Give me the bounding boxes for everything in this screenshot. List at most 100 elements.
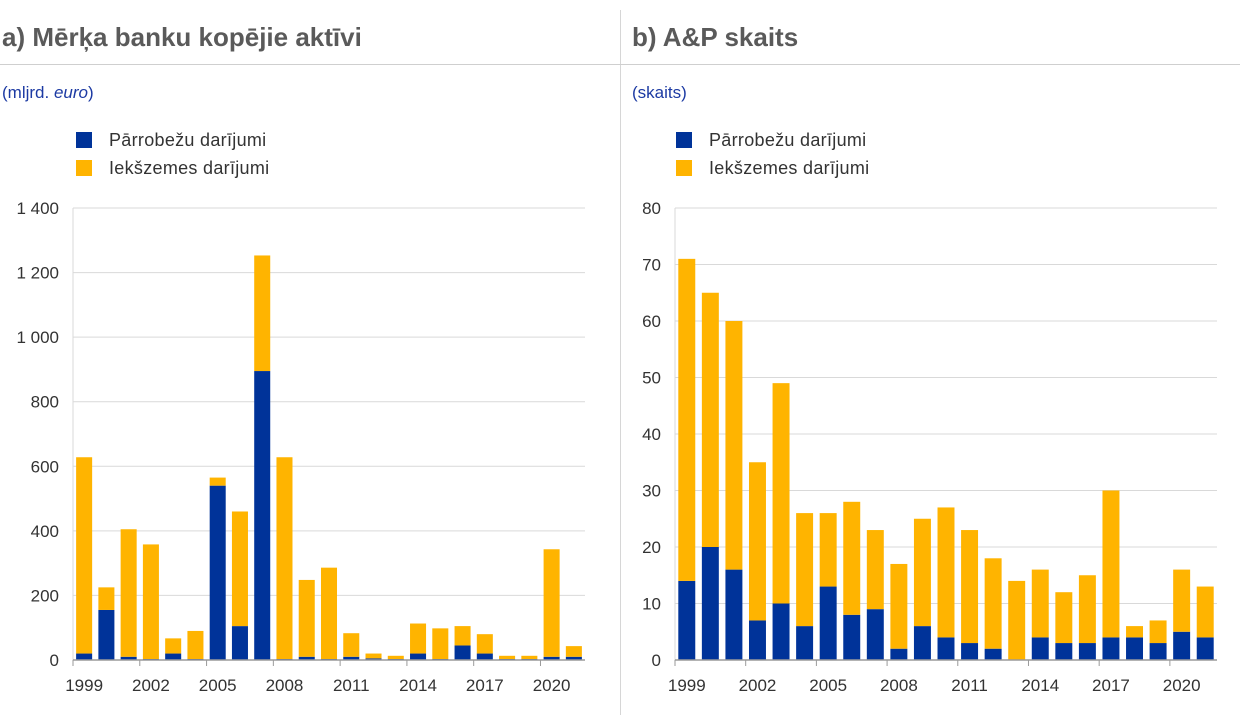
bar-domestic-2021 — [1196, 586, 1214, 638]
x-tick-label: 2014 — [1021, 676, 1059, 695]
panel-a: a) Mērķa banku kopējie aktīvi (mljrd. eu… — [0, 22, 620, 695]
bar-cross-border-2002 — [748, 620, 766, 660]
bar-domestic-2002 — [142, 544, 159, 660]
x-tick-label: 2017 — [1092, 676, 1130, 695]
bar-cross-border-2012 — [984, 648, 1002, 660]
legend-label: Pārrobežu darījumi — [709, 129, 867, 150]
unit-label: (mljrd. euro) — [2, 83, 94, 103]
unit-prefix: (mljrd. — [2, 83, 54, 102]
bar-domestic-2007 — [866, 530, 884, 610]
bar-cross-border-2009 — [913, 626, 931, 660]
y-tick-label: 1 200 — [16, 264, 59, 283]
bar-domestic-2017 — [476, 634, 493, 654]
bar-cross-border-2007 — [254, 371, 271, 660]
bar-domestic-2012 — [984, 558, 1002, 649]
bar-cross-border-2007 — [866, 609, 884, 660]
bar-domestic-2001 — [120, 529, 137, 657]
bar-domestic-2020 — [543, 549, 560, 657]
legend-item-domestic: Iekšzemes darījumi — [76, 154, 269, 182]
y-tick-label: 1 000 — [16, 328, 59, 347]
bar-domestic-2012 — [365, 653, 382, 659]
y-tick-label: 80 — [642, 199, 661, 218]
bar-domestic-2010 — [937, 507, 955, 638]
bar-domestic-2014 — [410, 623, 427, 654]
bar-domestic-2015 — [432, 628, 449, 660]
bar-domestic-1999 — [76, 457, 93, 654]
bar-domestic-2005 — [209, 477, 226, 486]
legend-item-cross-border: Pārrobežu darījumi — [676, 126, 869, 154]
bar-domestic-2011 — [961, 530, 979, 644]
bar-domestic-2019 — [1149, 620, 1167, 644]
legend-label: Iekšzemes darījumi — [709, 157, 870, 178]
bar-cross-border-2001 — [120, 656, 137, 660]
bar-domestic-2007 — [254, 255, 271, 372]
y-tick-label: 70 — [642, 256, 661, 275]
y-tick-label: 40 — [642, 425, 661, 444]
bar-cross-border-2014 — [1031, 637, 1049, 660]
bar-cross-border-2011 — [961, 643, 979, 660]
title-rule — [0, 64, 620, 65]
bar-cross-border-2006 — [843, 614, 861, 660]
x-tick-label: 2011 — [951, 676, 988, 695]
bar-domestic-2009 — [298, 579, 315, 657]
unit-suffix: ) — [87, 83, 94, 102]
y-tick-label: 600 — [31, 457, 59, 476]
legend-swatch-domestic — [76, 160, 92, 176]
y-tick-label: 0 — [50, 651, 59, 670]
y-tick-label: 50 — [642, 369, 661, 388]
bar-cross-border-2006 — [231, 626, 248, 660]
y-tick-label: 200 — [31, 586, 59, 605]
legend-swatch-domestic — [676, 160, 692, 176]
bar-cross-border-2010 — [937, 637, 955, 660]
panel-divider — [620, 10, 621, 715]
bar-domestic-2017 — [1102, 490, 1120, 638]
x-tick-label: 2011 — [333, 676, 370, 695]
bar-cross-border-2021 — [1196, 637, 1214, 660]
bar-domestic-2011 — [343, 633, 360, 657]
x-tick-label: 2017 — [466, 676, 504, 695]
bar-cross-border-2018 — [1126, 637, 1144, 660]
legend-label: Pārrobežu darījumi — [109, 129, 267, 150]
bar-domestic-2001 — [725, 321, 743, 570]
x-tick-label: 2005 — [199, 676, 237, 695]
bar-cross-border-2017 — [476, 653, 493, 660]
bar-domestic-2008 — [890, 563, 908, 649]
bar-cross-border-2016 — [454, 645, 471, 660]
legend-label: Iekšzemes darījumi — [109, 157, 270, 178]
legend-item-domestic: Iekšzemes darījumi — [676, 154, 869, 182]
bar-domestic-2019 — [521, 655, 538, 660]
bar-domestic-2002 — [748, 462, 766, 621]
x-tick-label: 2020 — [533, 676, 571, 695]
bar-cross-border-2016 — [1078, 643, 1096, 660]
bar-cross-border-2020 — [543, 656, 560, 660]
bar-domestic-2016 — [454, 626, 471, 646]
bar-cross-border-2020 — [1173, 631, 1191, 660]
bar-domestic-2006 — [843, 501, 861, 615]
bar-cross-border-2009 — [298, 656, 315, 660]
unit-prefix: (skaits) — [632, 83, 687, 102]
bar-domestic-2010 — [320, 567, 338, 660]
bar-cross-border-1999 — [678, 580, 696, 660]
legend-swatch-cross-border — [676, 132, 692, 148]
bar-cross-border-2005 — [209, 485, 226, 660]
legend-swatch-cross-border — [76, 132, 92, 148]
bar-domestic-2015 — [1055, 592, 1073, 644]
x-tick-label: 1999 — [65, 676, 103, 695]
panel-title: a) Mērķa banku kopējie aktīvi — [2, 22, 362, 52]
x-tick-label: 2002 — [132, 676, 170, 695]
bar-cross-border-2005 — [819, 586, 837, 660]
x-tick-label: 1999 — [668, 676, 706, 695]
bar-domestic-2003 — [165, 638, 182, 654]
bar-domestic-2018 — [499, 655, 516, 660]
bar-cross-border-2000 — [701, 547, 719, 660]
bar-domestic-2000 — [701, 292, 719, 547]
y-tick-label: 20 — [642, 538, 661, 557]
legend: Pārrobežu darījumi Iekšzemes darījumi — [76, 126, 269, 182]
bar-domestic-2014 — [1031, 569, 1049, 638]
bar-cross-border-1999 — [76, 653, 93, 660]
y-tick-label: 1 400 — [16, 199, 59, 218]
title-rule — [620, 64, 1240, 65]
bar-cross-border-2003 — [165, 653, 182, 660]
bar-cross-border-2001 — [725, 569, 743, 660]
unit-label: (skaits) — [632, 83, 687, 103]
